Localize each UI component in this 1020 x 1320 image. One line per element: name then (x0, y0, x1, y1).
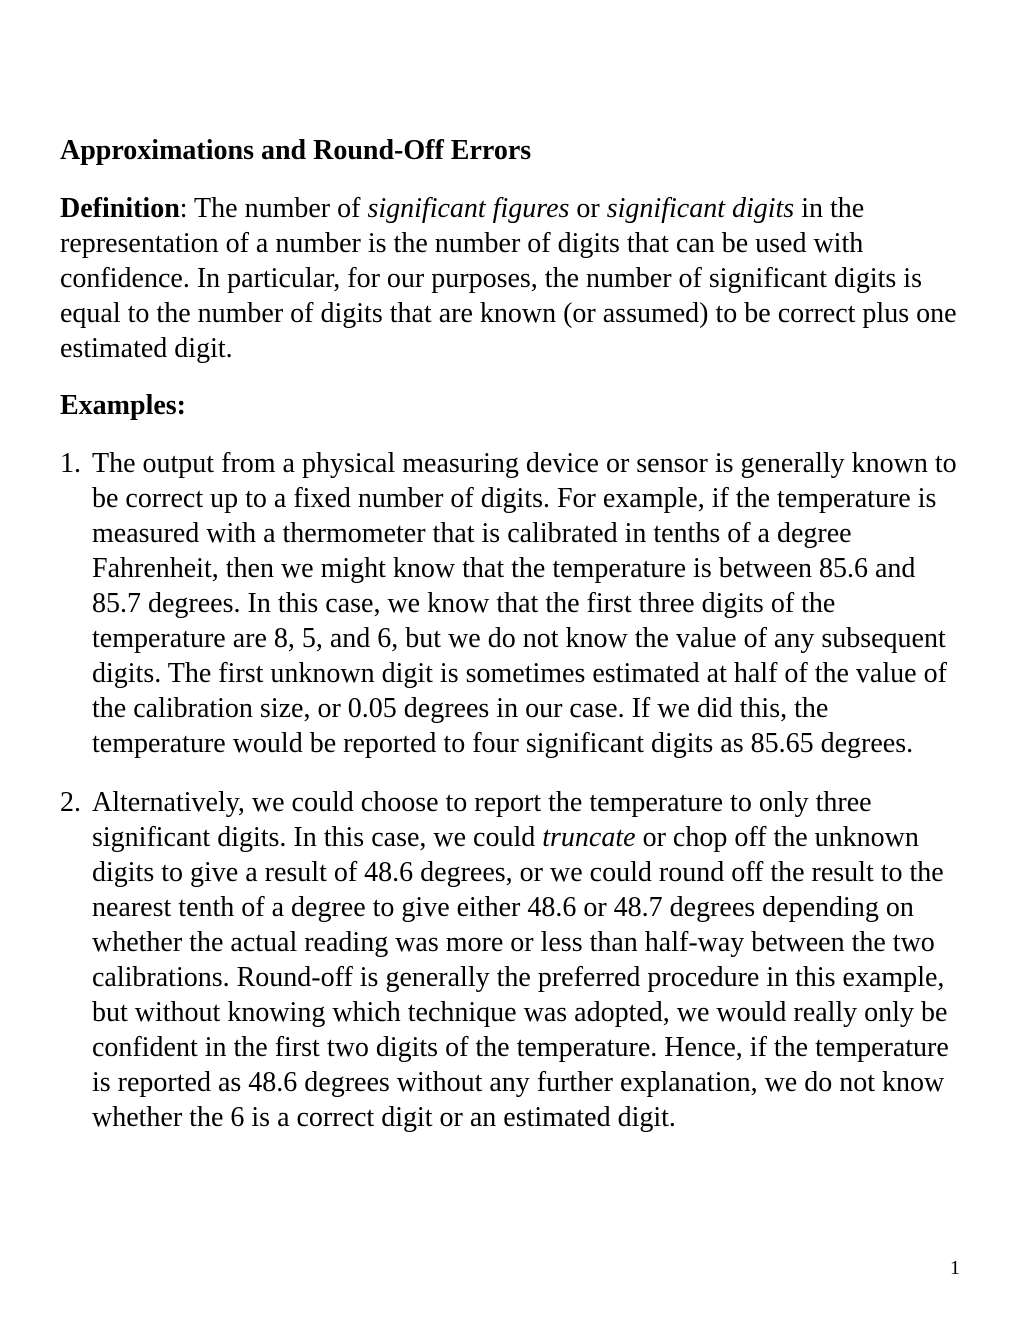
definition-italic-2: significant digits (607, 193, 794, 224)
page-number: 1 (950, 1257, 960, 1280)
item-2-italic: truncate (542, 822, 635, 853)
definition-label: Definition (60, 193, 180, 224)
examples-heading: Examples: (60, 390, 960, 422)
example-item-2: 2. Alternatively, we could choose to rep… (60, 785, 960, 1135)
item-2-text-after: or chop off the unknown digits to give a… (92, 822, 949, 1133)
definition-paragraph: Definition: The number of significant fi… (60, 191, 960, 366)
item-1-number: 1. (60, 446, 81, 481)
definition-italic-1: significant figures (367, 193, 569, 224)
item-1-text: The output from a physical measuring dev… (92, 448, 957, 759)
definition-text-2: or (569, 193, 606, 224)
page-title: Approximations and Round-Off Errors (60, 135, 960, 167)
item-2-number: 2. (60, 785, 81, 820)
definition-text-1: : The number of (180, 193, 368, 224)
example-item-1: 1. The output from a physical measuring … (60, 446, 960, 761)
